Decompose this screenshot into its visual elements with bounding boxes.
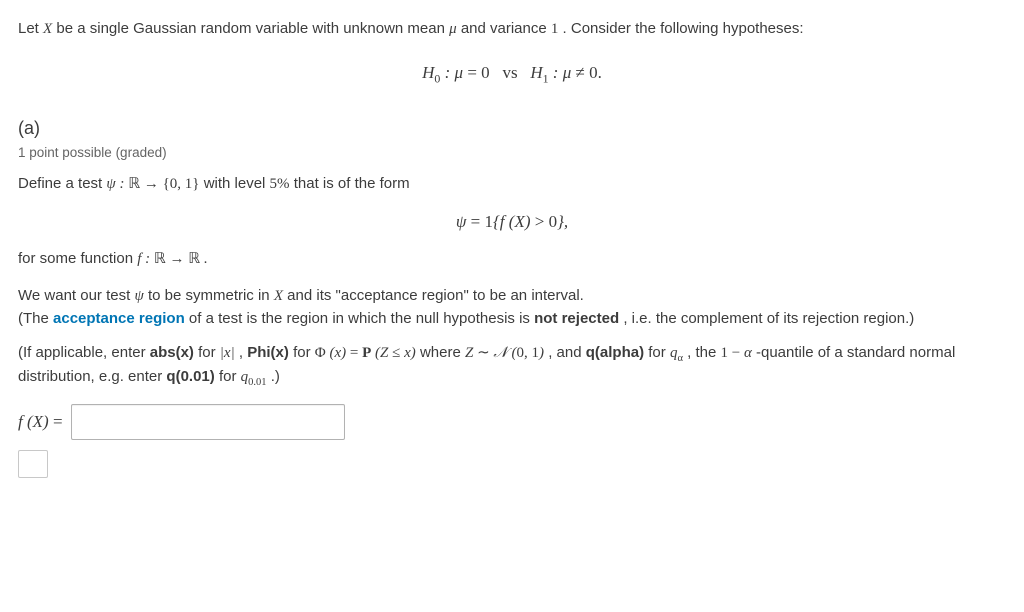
Phi-eq: Φ (x) = P (Z ≤ x) xyxy=(315,345,416,361)
text: for xyxy=(293,344,315,361)
text: for xyxy=(198,344,220,361)
text: We want our test xyxy=(18,287,134,304)
submit-button[interactable] xyxy=(18,450,48,478)
text: of a test is the region in which the nul… xyxy=(189,310,534,327)
text: . Consider the following hypotheses: xyxy=(563,20,804,37)
text: Let xyxy=(18,20,43,37)
kw-q001: q(0.01) xyxy=(166,368,214,385)
absx: |x| xyxy=(220,345,235,361)
points-possible: 1 point possible (graded) xyxy=(18,143,1006,163)
one-minus-alpha: 1 − α xyxy=(720,345,751,361)
psi-map: ψ : ℝ → {0, 1} xyxy=(106,176,199,192)
input-hint-paragraph: (If applicable, enter abs(x) for |x| , P… xyxy=(18,342,1006,390)
text: , i.e. the complement of its rejection r… xyxy=(623,310,914,327)
text: for xyxy=(219,368,241,385)
answer-input[interactable] xyxy=(71,404,345,440)
hypotheses-equation: H0 : μ = 0 vs H1 : μ ≠ 0. xyxy=(18,61,1006,88)
kw-abs: abs(x) xyxy=(150,344,194,361)
text: be a single Gaussian random variable wit… xyxy=(56,20,449,37)
text: and its "acceptance region" to be an int… xyxy=(287,287,584,304)
text: with level xyxy=(204,175,270,192)
var-X: X xyxy=(43,21,52,37)
q001m: q0.01 xyxy=(241,369,267,385)
text: .) xyxy=(271,368,280,385)
kw-phi: Phi(x) xyxy=(247,344,289,361)
text: , xyxy=(239,344,247,361)
answer-row: f (X) = xyxy=(18,404,1006,440)
text: and variance xyxy=(461,20,551,37)
text: (The xyxy=(18,310,53,327)
for-some-function: for some function f : ℝ → ℝ . xyxy=(18,248,1006,271)
text: for some function xyxy=(18,250,137,267)
symmetric-paragraph: We want our test ψ to be symmetric in X … xyxy=(18,285,1006,330)
Z-dist: Z ∼ 𝒩 (0, 1) xyxy=(465,345,544,361)
f-map: f : ℝ → ℝ . xyxy=(137,251,207,267)
text: , and xyxy=(548,344,586,361)
psi: ψ xyxy=(134,288,143,304)
part-label: (a) xyxy=(18,115,1006,141)
kw-qalpha: q(alpha) xyxy=(586,344,644,361)
num-one: 1 xyxy=(551,21,559,37)
var-mu: μ xyxy=(449,21,457,37)
problem-intro: Let X be a single Gaussian random variab… xyxy=(18,18,1006,41)
text: Define a test xyxy=(18,175,106,192)
text: where xyxy=(420,344,465,361)
text: (If applicable, enter xyxy=(18,344,150,361)
text: to be symmetric in xyxy=(148,287,274,304)
psi-equation: ψ = 1{f (X) > 0}, xyxy=(18,210,1006,235)
text: that is of the form xyxy=(294,175,410,192)
text: , the xyxy=(687,344,720,361)
level: 5% xyxy=(270,176,290,192)
q-alpha: qα xyxy=(670,345,683,361)
X: X xyxy=(274,288,283,304)
acceptance-region-term: acceptance region xyxy=(53,310,185,327)
text: for xyxy=(648,344,670,361)
define-test-line: Define a test ψ : ℝ → {0, 1} with level … xyxy=(18,173,1006,196)
not-rejected: not rejected xyxy=(534,310,619,327)
answer-label: f (X) = xyxy=(18,410,63,435)
